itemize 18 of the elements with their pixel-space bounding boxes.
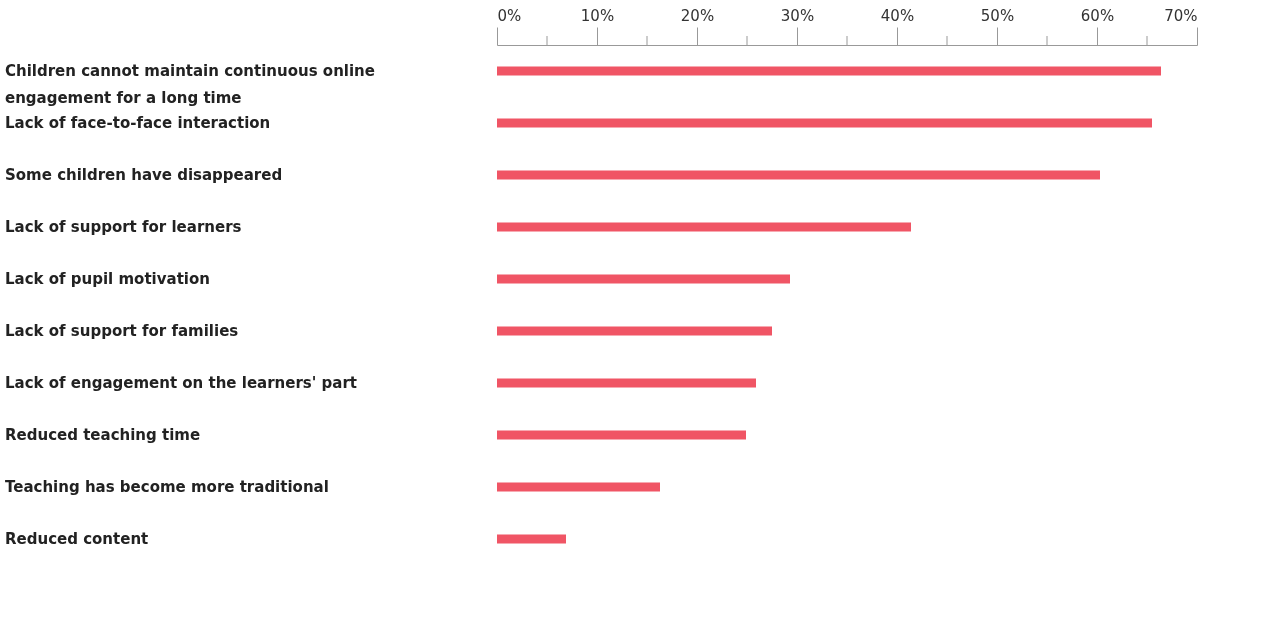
x-tick-label: 20% [680,6,715,25]
y-tick-label: Lack of pupil motivation [5,270,210,288]
x-tick-label: 30% [780,6,815,25]
x-tick-label: 0% [497,6,522,25]
x-tick-label: 50% [980,6,1015,25]
x-tick-label: 70% [1164,6,1198,25]
y-tick-label: Lack of support for families [5,322,239,340]
x-tick-label: 10% [580,6,615,25]
x-tick-label: 60% [1080,6,1115,25]
y-tick-label: Lack of engagement on the learners' part [5,374,358,392]
y-tick-label: Some children have disappeared [5,166,283,184]
y-tick-label: Lack of support for learners [5,218,242,236]
y-tick-label: Reduced teaching time [5,426,201,444]
y-tick-label: Children cannot maintain continuous online engagement for a long time [5,62,375,107]
y-tick-label: Teaching has become more traditional [5,478,329,496]
y-tick-label: Lack of face-to-face interaction [5,114,271,132]
y-tick-label: Reduced content [5,530,149,548]
x-tick-label: 40% [880,6,915,25]
